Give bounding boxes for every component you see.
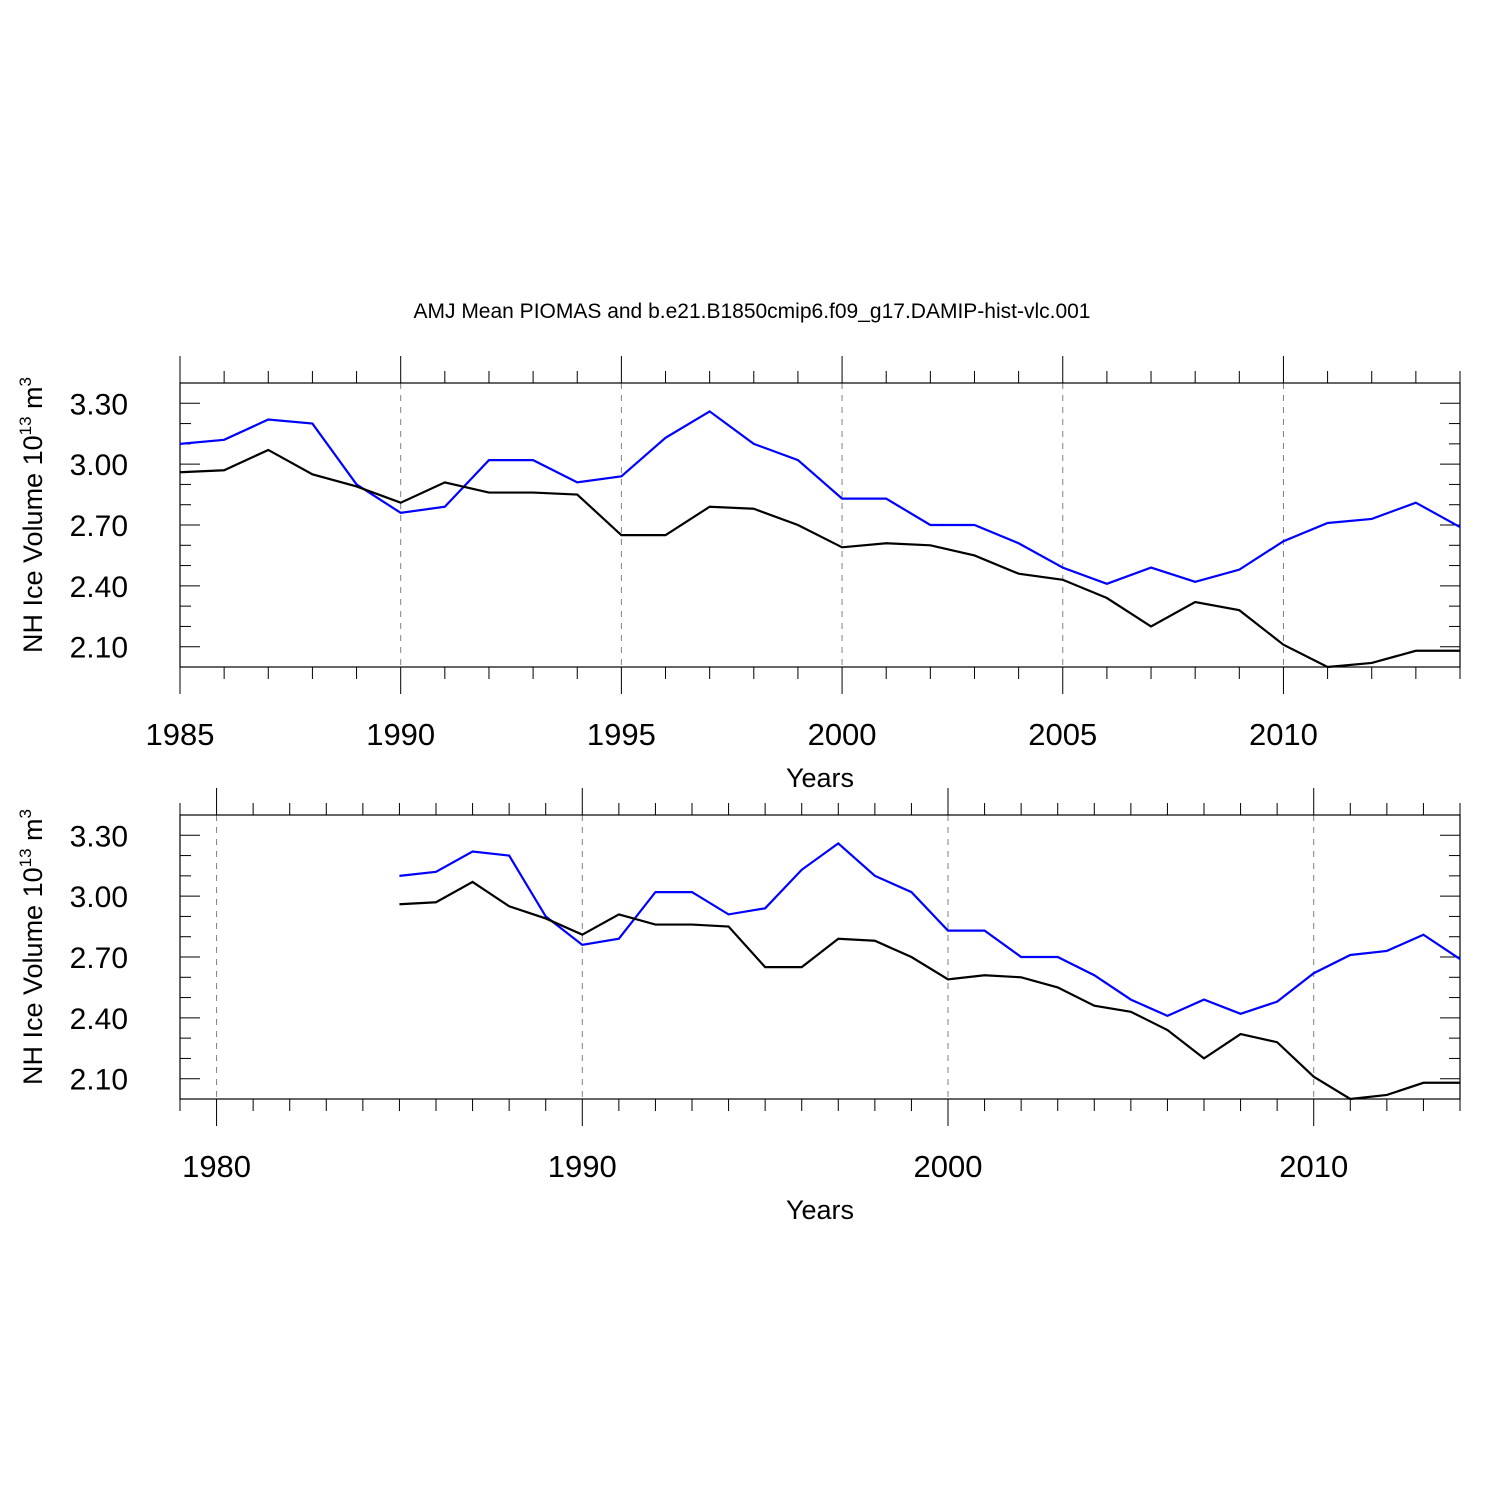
plot-frame: [179, 382, 1461, 668]
series-line-2: [399, 880, 1460, 1101]
x-tick-label: 1985: [146, 717, 215, 752]
panel-top: 1985 1990 1995 2000 2005 2010 2.10 2.40 2.70 3.00…: [16, 356, 1461, 793]
y-tick-label: 2.70: [70, 942, 128, 975]
x-tick-label: 1995: [587, 717, 656, 752]
x-tick-label: 2000: [808, 717, 877, 752]
y-tick-label: 2.40: [70, 1003, 128, 1036]
y-tick-label: 3.00: [70, 881, 128, 914]
y-tick-label: 2.40: [70, 571, 128, 604]
series-line-1: [179, 410, 1461, 586]
x-tick-label: 2010: [1249, 717, 1318, 752]
y-axis-title: NH Ice Volume 1013 m3: [16, 377, 48, 653]
chart-title: AMJ Mean PIOMAS and b.e21.B1850cmip6.f09…: [413, 300, 1090, 323]
y-tick-label: 3.00: [70, 449, 128, 482]
y-tick-label: 3.30: [70, 820, 128, 853]
y-axis-title: NH Ice Volume 1013 m3: [16, 809, 48, 1085]
x-axis-title: Years: [786, 763, 854, 793]
x-tick-label: 1990: [548, 1149, 617, 1184]
y-tick-label: 2.10: [70, 1064, 128, 1097]
series-line-1: [399, 841, 1461, 1018]
y-tick-label: 3.30: [70, 388, 128, 421]
x-tick-label: 2010: [1279, 1149, 1348, 1184]
y-tick-label: 2.10: [70, 632, 128, 665]
x-axis-title: Years: [786, 1195, 854, 1225]
y-tick-label: 2.70: [70, 510, 128, 543]
x-tick-label: 2005: [1028, 717, 1097, 752]
x-tick-label: 1980: [182, 1149, 251, 1184]
series-line-2: [179, 448, 1460, 669]
panel-bottom: 1980 1990 2000 2010 2.10 2.40 2.70 3.00 3.30 Year…: [16, 788, 1461, 1225]
x-tick-label: 2000: [914, 1149, 983, 1184]
x-tick-label: 1990: [366, 717, 435, 752]
